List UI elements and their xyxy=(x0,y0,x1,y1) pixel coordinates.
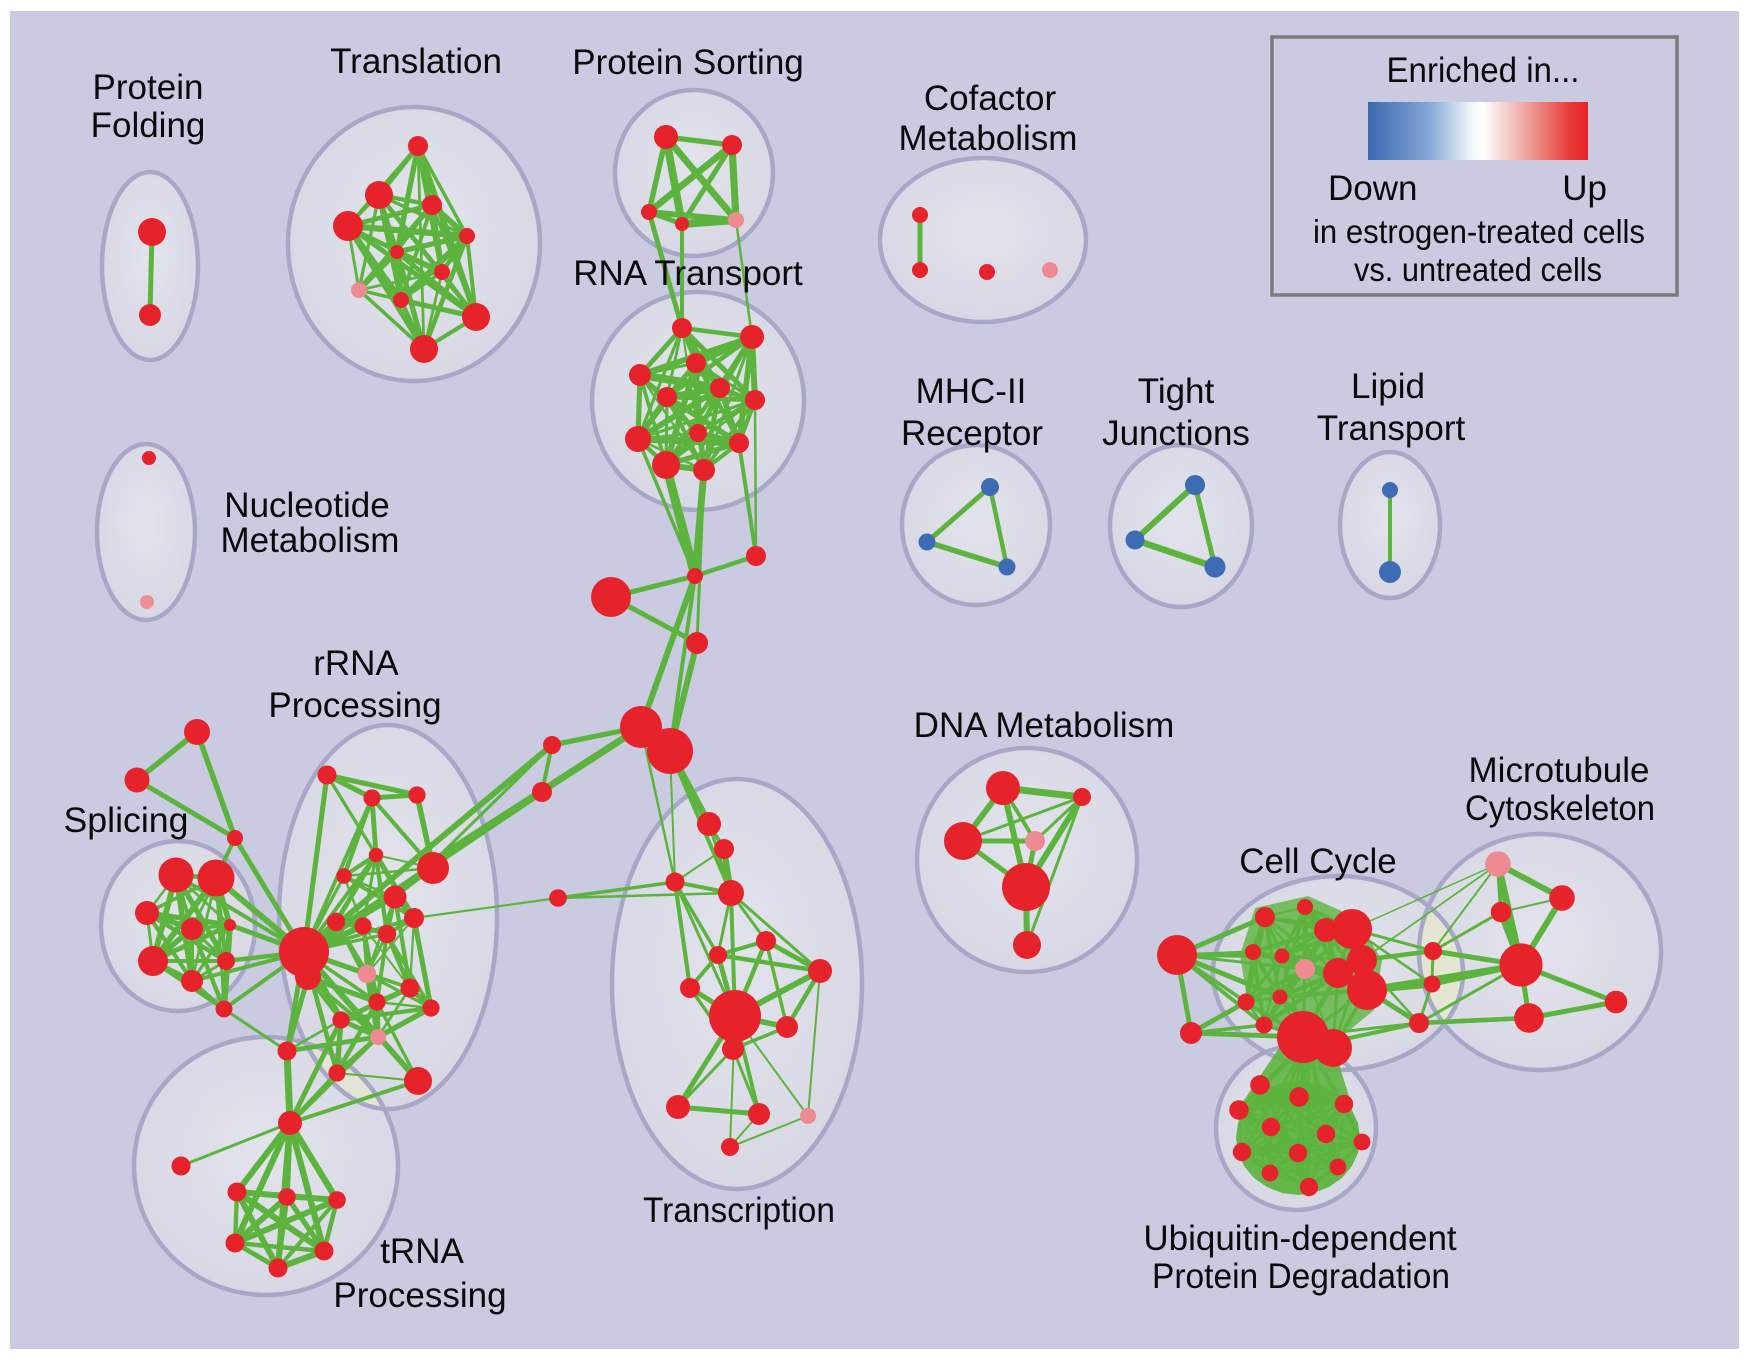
svg-text:Junctions: Junctions xyxy=(1102,414,1250,453)
svg-text:Tight: Tight xyxy=(1138,372,1215,411)
svg-text:in estrogen-treated cells: in estrogen-treated cells xyxy=(1313,213,1645,250)
svg-text:Splicing: Splicing xyxy=(64,801,189,840)
svg-text:Cofactor: Cofactor xyxy=(924,79,1057,118)
svg-text:vs. untreated cells: vs. untreated cells xyxy=(1354,251,1602,288)
svg-text:Up: Up xyxy=(1562,169,1607,208)
svg-text:Transcription: Transcription xyxy=(643,1191,835,1230)
svg-text:MHC-II: MHC-II xyxy=(916,372,1027,411)
svg-text:Receptor: Receptor xyxy=(901,414,1043,453)
svg-text:Ubiquitin-dependent: Ubiquitin-dependent xyxy=(1143,1219,1457,1258)
svg-text:Translation: Translation xyxy=(330,42,502,81)
svg-text:Processing: Processing xyxy=(333,1276,506,1315)
svg-text:Nucleotide: Nucleotide xyxy=(224,486,389,525)
svg-text:Metabolism: Metabolism xyxy=(899,119,1078,158)
svg-text:Metabolism: Metabolism xyxy=(221,521,400,560)
svg-text:Down: Down xyxy=(1328,169,1417,208)
svg-text:DNA Metabolism: DNA Metabolism xyxy=(914,706,1175,745)
svg-text:Transport: Transport xyxy=(1317,409,1466,448)
svg-text:tRNA: tRNA xyxy=(380,1232,464,1271)
svg-text:Enriched in...: Enriched in... xyxy=(1387,51,1580,90)
svg-text:Cytoskeleton: Cytoskeleton xyxy=(1465,789,1655,828)
svg-text:Folding: Folding xyxy=(91,106,206,145)
svg-text:Cell Cycle: Cell Cycle xyxy=(1239,842,1397,881)
svg-text:Protein Sorting: Protein Sorting xyxy=(572,43,804,82)
svg-text:rRNA: rRNA xyxy=(313,644,399,683)
svg-text:Protein Degradation: Protein Degradation xyxy=(1152,1257,1450,1296)
svg-text:Microtubule: Microtubule xyxy=(1469,751,1650,790)
svg-text:Lipid: Lipid xyxy=(1351,367,1425,406)
svg-text:Processing: Processing xyxy=(268,686,441,725)
svg-text:Protein: Protein xyxy=(93,68,204,107)
svg-text:RNA Transport: RNA Transport xyxy=(573,254,803,293)
